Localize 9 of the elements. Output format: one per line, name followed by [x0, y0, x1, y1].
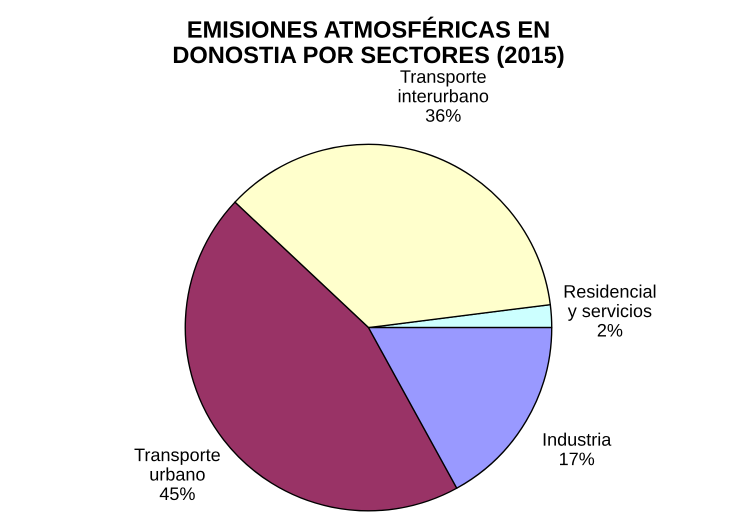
chart-title: EMISIONES ATMOSFÉRICAS EN DONOSTIA POR SECTORES (2015): [174, 16, 564, 68]
slice-label: Transporte interurbano: [398, 70, 488, 102]
slice-label: Industria: [544, 432, 612, 446]
data-label: 2%: [598, 324, 622, 337]
data-label: 45%: [160, 487, 195, 500]
slice-label: Transporte urbano: [134, 448, 220, 481]
data-label: 17%: [560, 452, 594, 466]
data-label: 36%: [426, 109, 461, 122]
slice-label: Residencial y servicios: [564, 284, 656, 321]
